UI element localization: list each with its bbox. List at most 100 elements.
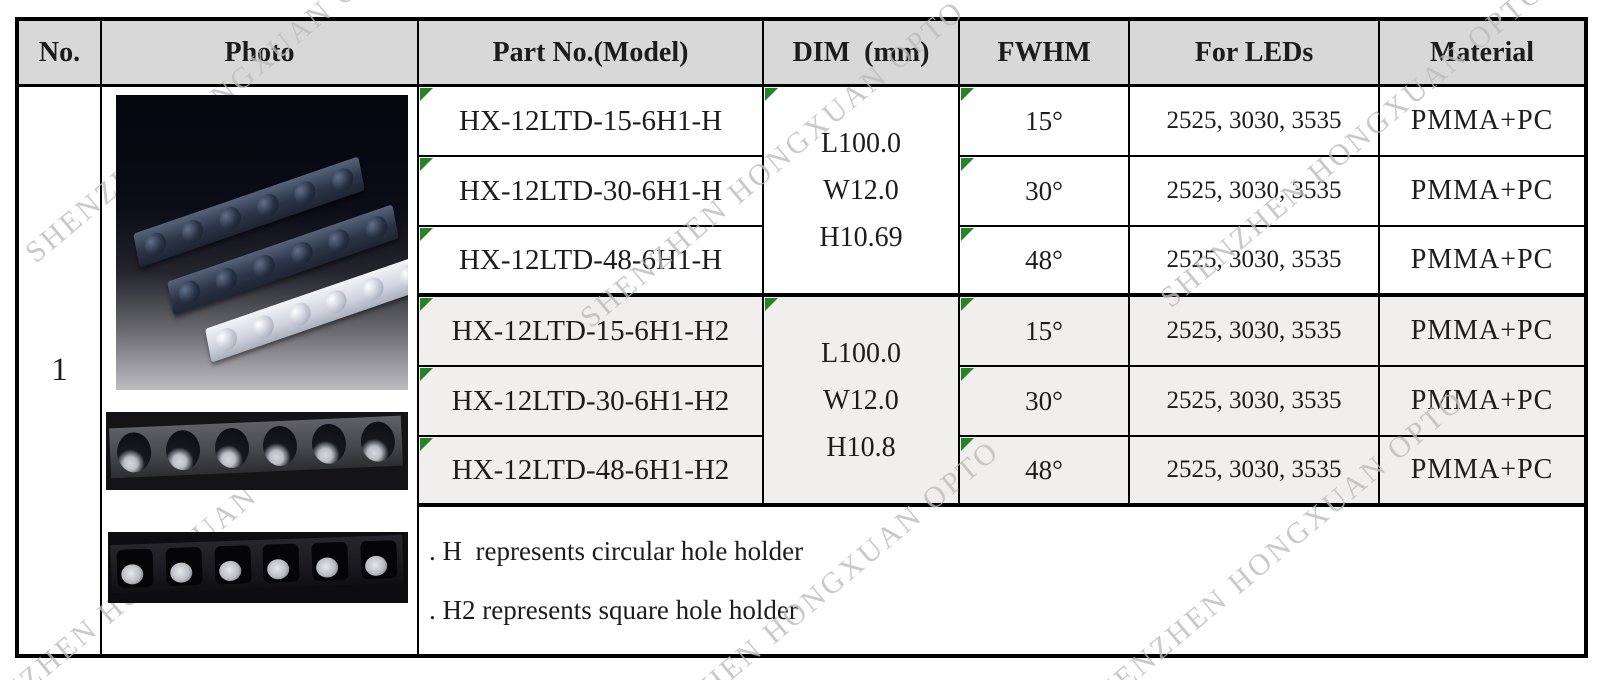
dim-length: L100.0 [820, 127, 902, 159]
square-hole [359, 540, 398, 580]
lens-hole [330, 165, 356, 195]
for-leds-cell: 2525, 3030, 3535 [1130, 87, 1380, 157]
lens-hole [360, 274, 386, 304]
part-no: HX-12LTD-48-6H1-H [458, 243, 723, 276]
part-no: HX-12LTD-15-6H1-H [458, 104, 723, 137]
fwhm-cell: 30° [960, 367, 1130, 437]
notes-cell: . H represents circular hole holder . H2… [419, 507, 1584, 654]
lens-hole [323, 287, 349, 317]
row-number: 1 [51, 352, 68, 388]
lens-hole [217, 203, 243, 233]
material-cell: PMMA+PC [1380, 227, 1584, 297]
header-for-leds: For LEDs [1130, 21, 1380, 87]
product-photo-circular-hole-holder [106, 412, 408, 490]
part-no: HX-12LTD-30-6H1-H2 [451, 384, 730, 417]
part-no-cell: HX-12LTD-30-6H1-H [419, 157, 764, 227]
fwhm-value: 48° [1025, 244, 1063, 275]
circular-hole [165, 429, 201, 471]
dim-length: L100.0 [820, 337, 902, 369]
square-hole [262, 543, 300, 583]
cell-flag-icon [961, 158, 974, 171]
lens-hole [176, 277, 202, 307]
circular-hole [213, 427, 250, 469]
part-no-cell: HX-12LTD-48-6H1-H [419, 227, 764, 297]
header-photo: Photo [102, 21, 419, 87]
material-cell: PMMA+PC [1380, 157, 1584, 227]
material-cell: PMMA+PC [1380, 87, 1584, 157]
circular-hole [116, 431, 153, 474]
cell-flag-icon [765, 298, 778, 311]
header-part-no: Part No.(Model) [419, 21, 764, 87]
row-number-cell: 1 [19, 87, 102, 654]
material-value: PMMA+PC [1410, 454, 1554, 485]
cell-flag-icon [961, 298, 974, 311]
for-leds-cell: 2525, 3030, 3535 [1130, 297, 1380, 367]
fwhm-value: 15° [1025, 105, 1063, 136]
dim-height: H10.69 [819, 221, 903, 253]
lens-hole [180, 216, 206, 246]
lens-hole [255, 191, 281, 221]
material-cell: PMMA+PC [1380, 367, 1584, 437]
lens-hole [142, 229, 168, 259]
material-value: PMMA+PC [1410, 175, 1554, 206]
lens-hole [396, 262, 408, 292]
header-no: No. [19, 21, 102, 87]
header-fwhm: FWHM [960, 21, 1130, 87]
spec-table: No. Photo Part No.(Model) DIM (mm) FWHM … [15, 17, 1588, 658]
square-hole [116, 548, 155, 588]
for-leds-value: 2525, 3030, 3535 [1166, 456, 1342, 483]
cell-flag-icon [420, 298, 433, 311]
cell-flag-icon [961, 438, 974, 451]
for-leds-cell: 2525, 3030, 3535 [1130, 367, 1380, 437]
lens-hole [287, 299, 313, 329]
fwhm-value: 48° [1025, 454, 1063, 485]
fwhm-value: 15° [1025, 315, 1063, 346]
header-dim: DIM (mm) [764, 21, 960, 87]
dim-width: W12.0 [823, 174, 899, 206]
note-square-hole: . H2 represents square hole holder [429, 594, 798, 625]
cell-flag-icon [961, 88, 974, 101]
cell-flag-icon [420, 368, 433, 381]
cell-flag-icon [420, 88, 433, 101]
fwhm-cell: 48° [960, 227, 1130, 297]
lens-hole [214, 324, 240, 354]
cell-flag-icon [420, 438, 433, 451]
circular-holder-bar [109, 415, 403, 479]
cell-flag-icon [420, 158, 433, 171]
material-value: PMMA+PC [1410, 244, 1554, 275]
for-leds-cell: 2525, 3030, 3535 [1130, 227, 1380, 297]
circular-hole [311, 423, 347, 465]
part-no-cell: HX-12LTD-48-6H1-H2 [419, 437, 764, 507]
for-leds-value: 2525, 3030, 3535 [1166, 177, 1342, 204]
cell-flag-icon [961, 228, 974, 241]
lens-hole [250, 312, 276, 342]
square-holder-bar [110, 534, 404, 594]
for-leds-value: 2525, 3030, 3535 [1166, 387, 1342, 414]
for-leds-value: 2525, 3030, 3535 [1166, 317, 1342, 344]
cell-flag-icon [765, 88, 778, 101]
square-hole [311, 541, 349, 582]
for-leds-value: 2525, 3030, 3535 [1166, 246, 1342, 273]
material-value: PMMA+PC [1410, 385, 1554, 416]
part-no: HX-12LTD-48-6H1-H2 [451, 453, 730, 486]
cell-flag-icon [961, 368, 974, 381]
part-no-cell: HX-12LTD-15-6H1-H2 [419, 297, 764, 367]
note-circular-hole: . H represents circular hole holder [429, 535, 804, 566]
part-no-cell: HX-12LTD-15-6H1-H [419, 87, 764, 157]
part-no: HX-12LTD-15-6H1-H2 [451, 314, 730, 347]
for-leds-value: 2525, 3030, 3535 [1166, 107, 1342, 134]
fwhm-cell: 15° [960, 87, 1130, 157]
dim-cell: L100.0 W12.0 H10.8 [764, 297, 960, 507]
for-leds-cell: 2525, 3030, 3535 [1130, 157, 1380, 227]
material-cell: PMMA+PC [1380, 437, 1584, 507]
for-leds-cell: 2525, 3030, 3535 [1130, 437, 1380, 507]
dim-width: W12.0 [823, 384, 899, 416]
lens-hole [289, 239, 315, 269]
fwhm-cell: 15° [960, 297, 1130, 367]
product-photo-lens-strips [116, 95, 408, 390]
dim-cell: L100.0 W12.0 H10.69 [764, 87, 960, 297]
square-hole [214, 545, 252, 585]
material-cell: PMMA+PC [1380, 297, 1584, 367]
fwhm-value: 30° [1025, 175, 1063, 206]
